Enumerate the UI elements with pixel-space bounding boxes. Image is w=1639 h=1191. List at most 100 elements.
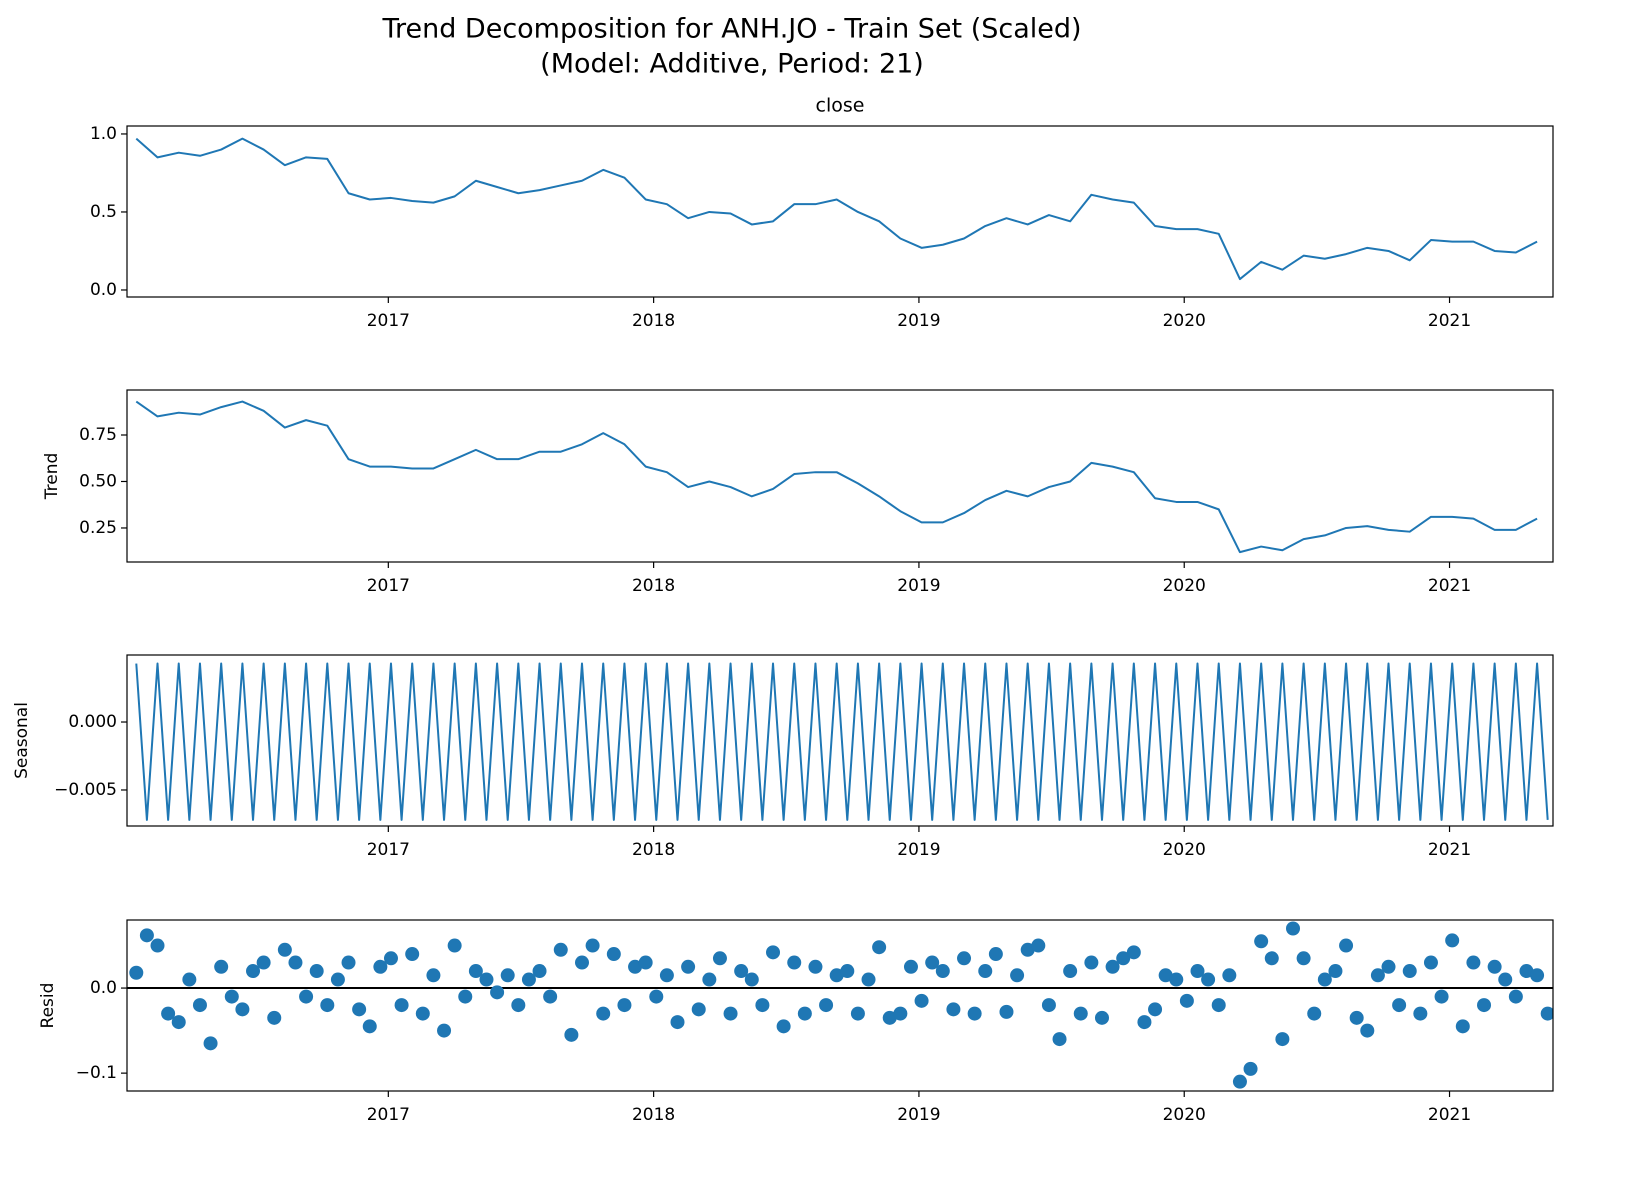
resid-point — [426, 968, 441, 983]
resid-point — [819, 998, 834, 1013]
resid-point — [1508, 989, 1523, 1004]
x-tick-label: 2020 — [1163, 1105, 1206, 1125]
resid-point — [1084, 955, 1099, 970]
resid-point — [914, 993, 929, 1008]
resid-point — [872, 940, 887, 955]
resid-point — [214, 959, 229, 974]
resid-point — [182, 972, 197, 987]
resid-point — [596, 1006, 611, 1021]
resid-point — [458, 989, 473, 1004]
x-tick-label: 2018 — [632, 576, 675, 596]
resid-point — [330, 972, 345, 987]
resid-point — [437, 1023, 452, 1038]
resid-point — [246, 964, 261, 979]
resid-point — [1530, 968, 1545, 983]
resid-point — [161, 1006, 176, 1021]
panel-title: close — [816, 95, 865, 117]
resid-point — [1073, 1006, 1088, 1021]
y-tick-label: −0.1 — [76, 1063, 117, 1083]
resid-point — [1381, 959, 1396, 974]
y-tick-label: 1.0 — [90, 124, 117, 144]
y-tick-label: 0.75 — [79, 425, 117, 445]
y-tick-label: 0.5 — [90, 202, 117, 222]
x-tick-label: 2021 — [1428, 1105, 1471, 1125]
y-tick-label: 0.0 — [90, 280, 117, 300]
resid-point — [1169, 972, 1184, 987]
resid-point — [1466, 955, 1481, 970]
x-tick-label: 2020 — [1163, 840, 1206, 860]
x-tick-label: 2021 — [1428, 576, 1471, 596]
series-line — [135, 400, 1538, 554]
resid-point — [988, 947, 1003, 962]
resid-point — [224, 989, 239, 1004]
series-line — [135, 662, 1549, 821]
resid-point — [723, 1006, 738, 1021]
resid-point — [1402, 964, 1417, 979]
resid-point — [1158, 968, 1173, 983]
resid-point — [150, 938, 165, 953]
resid-point — [574, 955, 589, 970]
y-tick-label: −0.005 — [54, 780, 117, 800]
resid-point — [1498, 972, 1513, 987]
resid-point — [447, 938, 462, 953]
resid-point — [1445, 933, 1460, 948]
resid-point — [1487, 959, 1502, 974]
resid-point — [755, 998, 770, 1013]
resid-point — [882, 1010, 897, 1025]
resid-point — [1190, 964, 1205, 979]
y-axis-label: Resid — [38, 983, 58, 1029]
resid-point — [468, 964, 483, 979]
resid-point — [628, 959, 643, 974]
resid-point — [606, 947, 621, 962]
resid-point — [861, 972, 876, 987]
resid-point — [553, 942, 568, 957]
resid-point — [1296, 951, 1311, 966]
x-tick-label: 2020 — [1163, 576, 1206, 596]
x-tick-label: 2018 — [632, 1105, 675, 1125]
resid-point — [1423, 955, 1438, 970]
resid-point — [744, 972, 759, 987]
x-tick-label: 2020 — [1163, 311, 1206, 331]
y-tick-label: 0.0 — [90, 978, 117, 998]
resid-point — [1094, 1010, 1109, 1025]
x-tick-label: 2018 — [632, 311, 675, 331]
resid-point — [1519, 964, 1534, 979]
resid-point — [935, 964, 950, 979]
resid-point — [1307, 1006, 1322, 1021]
resid-point — [1052, 1032, 1067, 1047]
resid-point — [288, 955, 303, 970]
y-axis-label: Seasonal — [12, 702, 32, 779]
resid-point — [1179, 993, 1194, 1008]
resid-point — [1137, 1015, 1152, 1030]
resid-point — [309, 964, 324, 979]
resid-point — [479, 972, 494, 987]
resid-point — [415, 1006, 430, 1021]
resid-point — [267, 1010, 282, 1025]
resid-point — [670, 1015, 685, 1030]
resid-point — [1370, 968, 1385, 983]
resid-point — [235, 1002, 250, 1017]
resid-point — [1232, 1074, 1247, 1089]
resid-point — [1434, 989, 1449, 1004]
resid-point — [1222, 968, 1237, 983]
resid-point — [373, 959, 388, 974]
resid-point — [341, 955, 356, 970]
figure-title: Trend Decomposition for ANH.JO - Train S… — [381, 14, 1081, 45]
y-tick-label: 0.25 — [79, 518, 117, 538]
resid-point — [139, 928, 154, 943]
resid-point — [649, 989, 664, 1004]
resid-point — [203, 1036, 218, 1051]
resid-point — [1413, 1006, 1428, 1021]
resid-point — [521, 972, 536, 987]
resid-point — [1148, 1002, 1163, 1017]
resid-point — [1063, 964, 1078, 979]
resid-point — [999, 1004, 1014, 1019]
resid-point — [925, 955, 940, 970]
x-tick-label: 2018 — [632, 840, 675, 860]
resid-point — [1105, 959, 1120, 974]
y-tick-label: 0.50 — [79, 471, 117, 491]
x-tick-label: 2021 — [1428, 311, 1471, 331]
resid-point — [808, 959, 823, 974]
x-tick-label: 2019 — [897, 311, 940, 331]
resid-point — [1254, 934, 1269, 949]
